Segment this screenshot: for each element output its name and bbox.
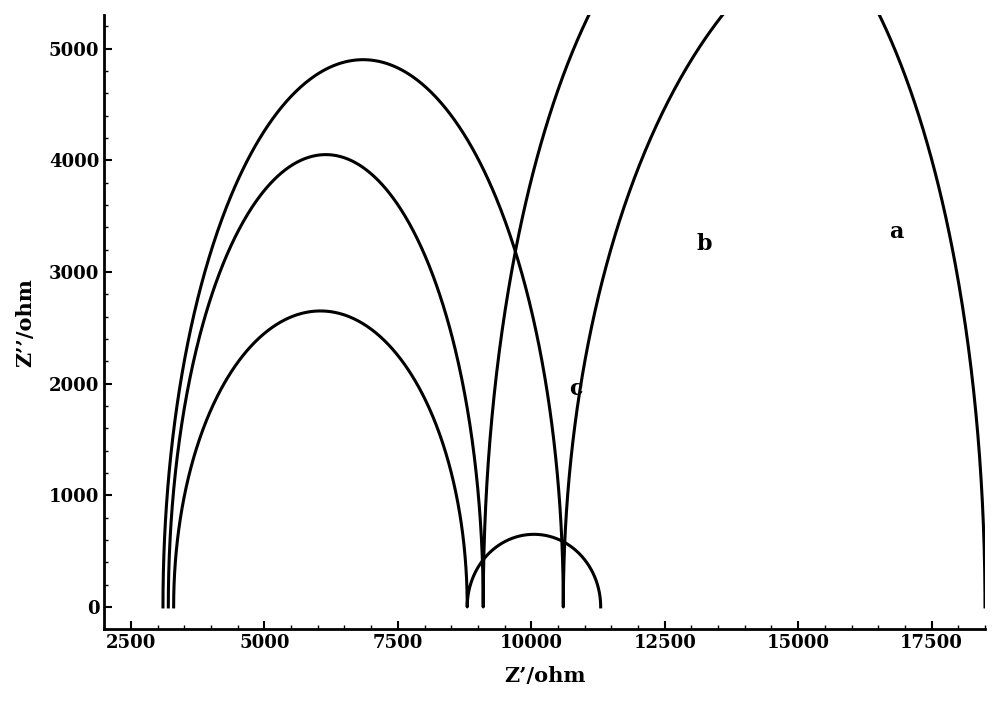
Text: c: c (569, 378, 582, 400)
X-axis label: Z’/ohm: Z’/ohm (504, 666, 585, 686)
Y-axis label: Z’’/ohm: Z’’/ohm (15, 278, 35, 367)
Text: a: a (889, 222, 903, 243)
Text: b: b (697, 233, 712, 254)
